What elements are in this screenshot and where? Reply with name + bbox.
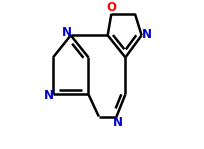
Text: N: N [141, 28, 151, 41]
Text: O: O [106, 1, 116, 14]
Text: N: N [43, 89, 53, 102]
Text: N: N [62, 26, 72, 39]
Text: N: N [112, 116, 122, 129]
